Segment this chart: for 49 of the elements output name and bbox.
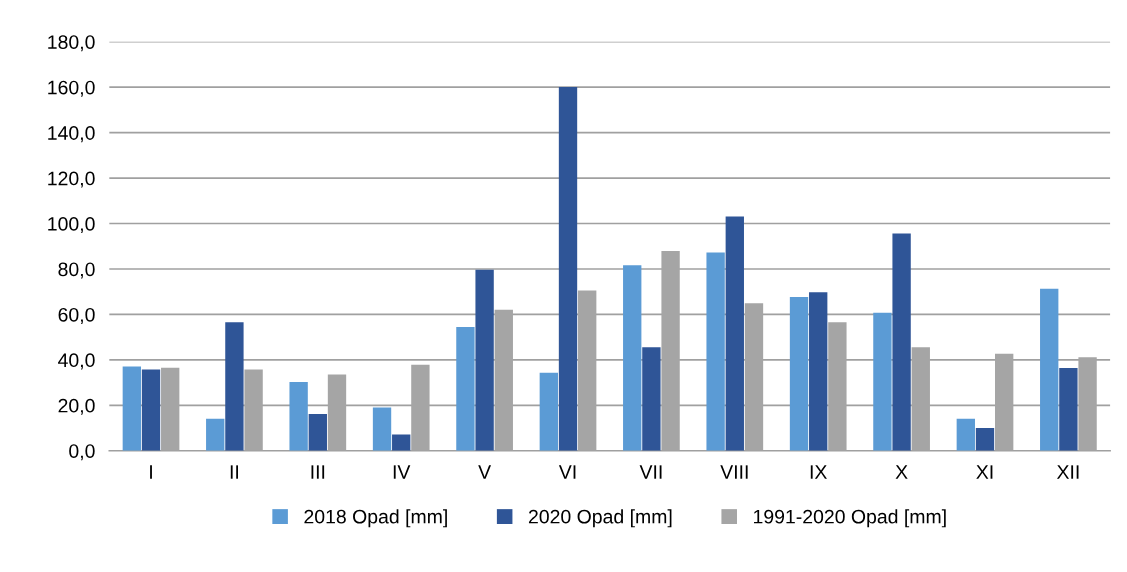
y-tick-label: 20,0 — [58, 398, 95, 415]
x-tick-label: X — [895, 465, 908, 479]
legend-label: 2018 Opad [mm] — [304, 509, 447, 528]
bar — [372, 407, 392, 451]
bar — [873, 312, 892, 451]
x-tick-label: V — [478, 465, 492, 479]
x-tick-label: II — [230, 465, 239, 479]
y-tick-label: 40,0 — [58, 353, 95, 370]
bar — [975, 428, 995, 451]
bar — [1059, 368, 1078, 451]
x-tick-label: I — [150, 465, 152, 479]
bar — [392, 434, 411, 451]
bar — [141, 369, 161, 451]
bar — [456, 326, 475, 451]
legend-label: 2020 Opad [mm] — [528, 509, 672, 528]
y-tick-label: 100,0 — [48, 216, 95, 234]
y-tick-label: 140,0 — [48, 126, 95, 143]
bar — [289, 382, 308, 451]
bar — [225, 322, 244, 451]
bar — [623, 265, 642, 451]
bar — [206, 418, 225, 451]
y-tick-label: 60,0 — [58, 307, 95, 324]
bar — [475, 269, 494, 451]
y-tick-label: 120,0 — [48, 171, 95, 188]
bar — [1040, 288, 1059, 451]
x-tick-label: XI — [976, 465, 993, 479]
y-tick-label: 80,0 — [58, 262, 95, 279]
bar — [706, 252, 725, 451]
bar — [809, 292, 828, 451]
y-tick-label: 180,0 — [48, 35, 95, 52]
bar — [892, 233, 911, 451]
bar — [558, 86, 578, 451]
bar — [956, 418, 975, 451]
y-tick-label: 0,0 — [69, 444, 95, 461]
x-tick-label: VIII — [720, 465, 748, 479]
bar — [308, 413, 327, 451]
x-tick-label: XII — [1056, 465, 1079, 479]
bar — [725, 216, 744, 451]
bar — [789, 296, 809, 451]
bar — [539, 372, 558, 451]
x-tick-label: VII — [639, 465, 662, 479]
x-tick-label: IX — [810, 465, 827, 479]
x-tick-label: IV — [393, 465, 411, 479]
x-tick-label: III — [311, 465, 325, 479]
legend-label: 1991-2020 Opad [mm] — [754, 509, 946, 528]
x-tick-label: VI — [558, 465, 576, 479]
y-tick-label: 160,0 — [48, 80, 95, 97]
bar — [122, 366, 142, 451]
bar — [642, 347, 661, 451]
